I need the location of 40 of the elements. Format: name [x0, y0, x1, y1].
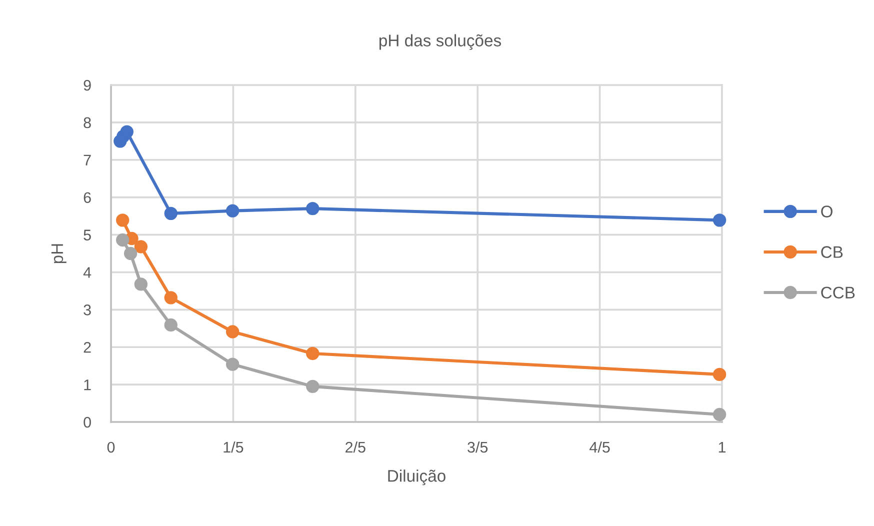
point — [116, 214, 130, 227]
x-axis-title: Diluição — [388, 470, 446, 486]
x-tick-label: 4/5 — [590, 441, 610, 453]
y-tick-label: 3 — [84, 304, 91, 316]
y-tick-label: 2 — [84, 342, 91, 353]
chart-title: pH das soluções — [379, 34, 502, 50]
y-axis-title: pH — [51, 244, 66, 264]
x-tick-label: 0 — [107, 442, 115, 453]
point — [712, 368, 726, 382]
point — [712, 214, 726, 227]
point — [164, 206, 178, 220]
x-tick-label: 1/5 — [224, 441, 244, 453]
x-tick-label: 2/5 — [346, 441, 366, 453]
point — [134, 278, 148, 291]
y-tick-label: 1 — [84, 380, 91, 390]
legend-label: O — [821, 206, 832, 218]
x-tick-label: 1 — [718, 442, 726, 453]
x-tick-label: 3/5 — [468, 441, 488, 453]
legend-label: CB — [821, 246, 843, 258]
y-tick-label: 6 — [84, 192, 91, 204]
point — [124, 246, 138, 260]
point — [226, 358, 240, 371]
point — [164, 291, 178, 304]
legend-label: CCB — [821, 286, 855, 299]
point — [164, 318, 178, 332]
point — [120, 125, 134, 138]
y-tick-label: 8 — [84, 117, 91, 128]
point — [226, 204, 240, 218]
point — [116, 233, 130, 247]
point — [712, 408, 726, 422]
y-tick-label: 4 — [83, 267, 92, 278]
point — [306, 346, 320, 360]
y-tick-label: 5 — [84, 230, 91, 240]
y-tick-label: 7 — [84, 154, 91, 166]
point — [226, 325, 240, 338]
point — [306, 202, 320, 216]
y-tick-label: 0 — [84, 416, 91, 428]
point — [306, 380, 320, 394]
point — [134, 240, 148, 254]
y-tick-label: 9 — [84, 80, 91, 91]
